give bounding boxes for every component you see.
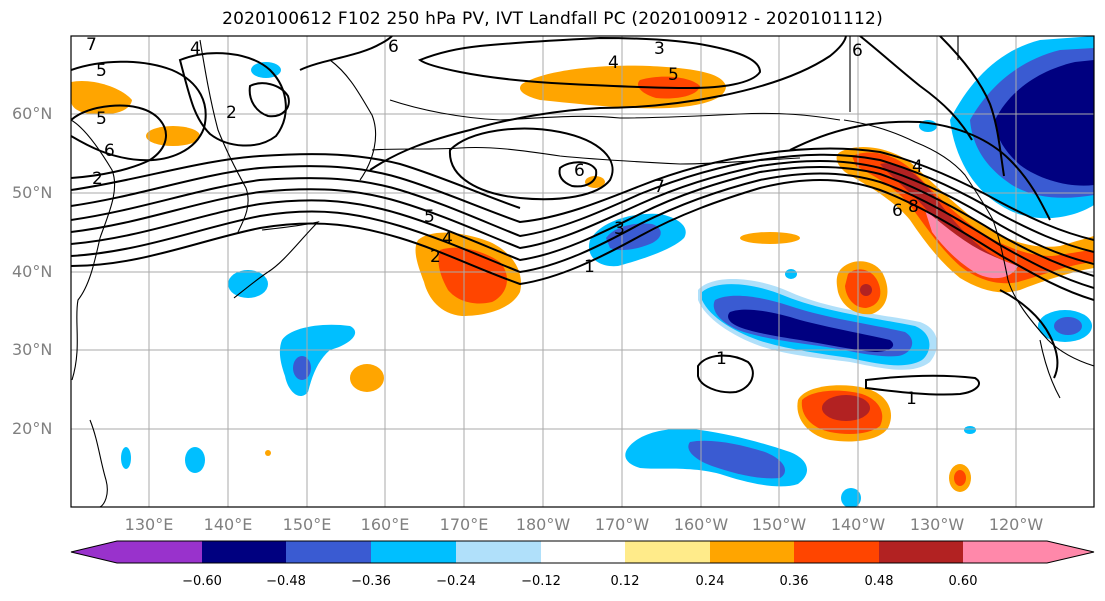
contour-label: 8 [908, 197, 919, 217]
colorbar-tick: −0.24 [436, 574, 476, 589]
lat-label: 50°N [12, 183, 53, 202]
contour-label: 4 [608, 53, 619, 73]
contour-label: 5 [668, 65, 679, 85]
contour-label: 6 [892, 201, 903, 221]
lon-label: 150°E [282, 515, 332, 534]
colorbar [70, 540, 1095, 564]
colorbar-low-extend [71, 541, 117, 563]
colorbar-bin [710, 541, 794, 563]
colorbar-bin [541, 541, 625, 563]
pv-contours [71, 36, 1094, 396]
colorbar-tick: 0.36 [779, 574, 809, 589]
contour-label: 2 [226, 103, 237, 123]
colorbar-bin [879, 541, 963, 563]
lon-label: 120°W [988, 515, 1044, 534]
lat-label: 30°N [12, 340, 53, 359]
map-title: 2020100612 F102 250 hPa PV, IVT Landfall… [222, 9, 883, 29]
lon-label: 180°W [515, 515, 571, 534]
colorbar-bin [625, 541, 710, 563]
contour-label: 1 [716, 349, 727, 369]
lat-label: 40°N [12, 262, 53, 281]
colorbar-tick: −0.36 [351, 574, 391, 589]
contour-label: 1 [584, 257, 595, 277]
colorbar-tick: 0.24 [695, 574, 725, 589]
contour-label: 4 [442, 229, 453, 249]
lon-label: 170°E [439, 515, 489, 534]
colorbar-tick: 0.60 [948, 574, 978, 589]
map-frame [70, 35, 1095, 508]
contour-label: 1 [906, 389, 917, 409]
contour-labels: 7 5 5 6 2 2 4 6 3 4 5 5 4 2 1 7 6 3 1 1 … [86, 35, 923, 409]
contour-label: 6 [388, 37, 399, 57]
contour-label: 5 [96, 61, 107, 81]
colorbar-tick: −0.12 [521, 574, 561, 589]
contour-label: 7 [86, 35, 97, 55]
colorbar-tick: 0.48 [864, 574, 894, 589]
contour-label: 5 [424, 207, 435, 227]
negative-anomaly-shading [121, 36, 1094, 507]
lon-label: 140°E [203, 515, 253, 534]
contour-label: 6 [574, 161, 585, 181]
lon-label: 160°W [673, 515, 729, 534]
colorbar-bin [794, 541, 879, 563]
gridlines [71, 36, 1094, 507]
lon-label: 160°E [360, 515, 410, 534]
lon-label: 140°W [830, 515, 886, 534]
contour-label: 6 [104, 141, 115, 161]
lon-label: 130°W [909, 515, 965, 534]
contour-label: 4 [190, 39, 201, 59]
colorbar-tick: 0.12 [610, 574, 640, 589]
lat-label: 20°N [12, 419, 53, 438]
colorbar-bin [371, 541, 456, 563]
colorbar-high-extend [1047, 541, 1094, 563]
colorbar-bin [202, 541, 286, 563]
contour-label: 3 [614, 219, 625, 239]
contour-label: 6 [852, 41, 863, 61]
contour-label: 4 [912, 157, 923, 177]
contour-label: 2 [92, 169, 103, 189]
contour-label: 2 [430, 247, 441, 267]
contour-label: 7 [654, 177, 665, 197]
lat-label: 60°N [12, 104, 53, 123]
lon-label: 170°W [594, 515, 650, 534]
contour-label: 5 [96, 109, 107, 129]
colorbar-tick: −0.48 [266, 574, 306, 589]
lon-label: 130°E [124, 515, 174, 534]
lon-label: 150°W [751, 515, 807, 534]
colorbar-bin [286, 541, 371, 563]
colorbar-bin [456, 541, 541, 563]
contour-label: 3 [654, 39, 665, 59]
colorbar-tick: −0.60 [182, 574, 222, 589]
